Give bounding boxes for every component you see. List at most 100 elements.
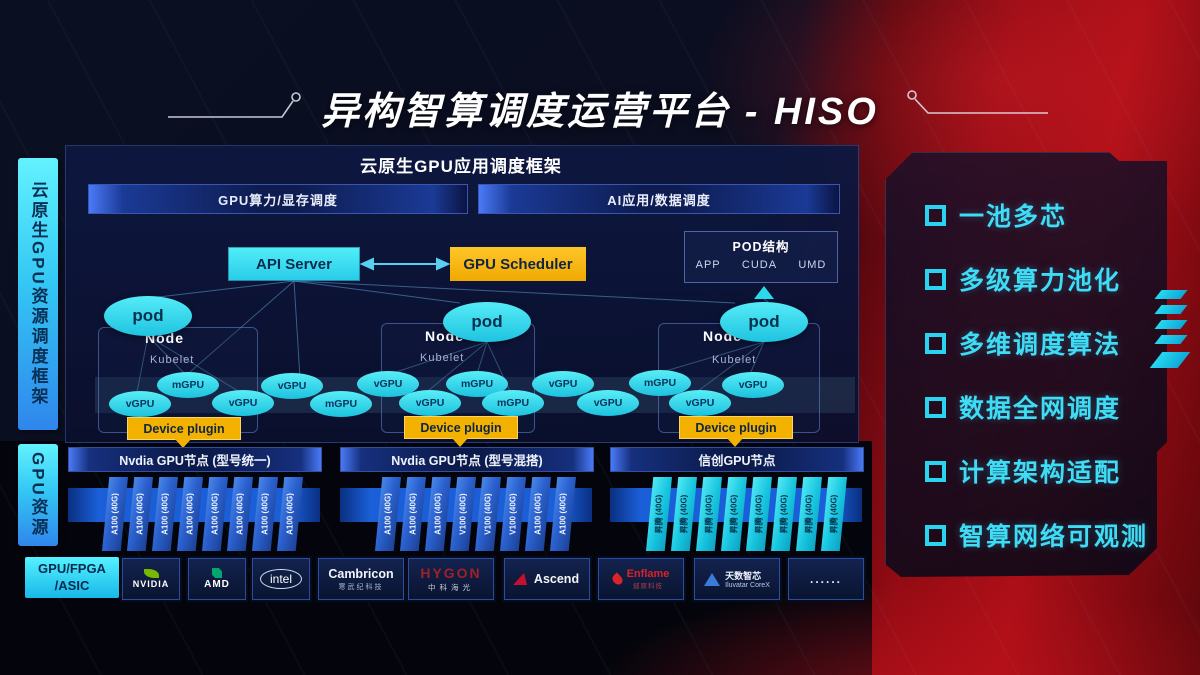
gpu-card-label: A100 (40G) [408,493,418,535]
gpu-card-label: A100 (40G) [185,493,195,535]
vendor-tile-enflame: Enflame 燧原科技 [598,558,684,600]
gpu-ellipse: vGPU [261,373,323,399]
gpu-card-label: A100 (40G) [210,493,220,535]
lead-line2: /ASIC [54,577,90,593]
ascend-logo-icon [512,573,531,585]
vendor-sublabel: 寒武纪科技 [338,583,384,591]
lead-line1: GPU/FPGA [38,561,106,577]
gpu-ellipse: vGPU [532,371,594,397]
vendor-tile-intel: intel [252,558,310,600]
gpu-card-label: V100 (40G) [483,493,493,535]
pod-1: pod [104,296,192,336]
vendor-label: Enflame [626,568,670,580]
feature-text: 一池多芯 [959,203,1068,231]
api-server-box: API Server [228,247,360,281]
iluvatar-text: 天数智芯 Iluvatar CoreX [725,569,770,589]
gpu-ellipse: vGPU [577,390,639,416]
vendor-sublabel: 中科海光 [428,583,474,592]
amd-logo-icon [212,568,222,578]
device-plugin-arrow-icon [174,438,192,448]
vendor-label: Cambricon [328,566,394,581]
vendor-tile-more: ...... [788,558,864,600]
enflame-text: Enflame 燧原科技 [627,568,670,590]
feature-item: 计算架构适配 [925,453,1121,489]
device-plugin-1: Device plugin [127,417,241,440]
gpu-ellipse: mGPU [310,391,372,417]
gpu-ellipse: vGPU [212,390,274,416]
square-bullet-icon [925,524,946,546]
gpu-ellipse: vGPU [109,391,171,417]
pod-structure-box: POD结构 APP CUDA UMD [684,231,838,283]
gpu-ellipse: vGPU [357,371,419,397]
gpu-ellipse: vGPU [722,372,784,398]
gpu-card-label: 昇腾 (40G) [804,494,814,534]
pod-layer-cuda: CUDA [741,259,778,271]
vendor-sublabel: 燧原科技 [632,583,663,590]
vendor-label: Ascend [533,572,580,586]
pod-layer-umd: UMD [798,259,827,271]
enflame-logo-icon [610,571,625,587]
gpu-card-label: A100 (40G) [110,493,120,535]
gpu-ellipse: mGPU [157,372,219,398]
vendor-tile-nvidia: NVIDIA [122,558,180,600]
vendor-tile-iluvatar: 天数智芯 Iluvatar CoreX [694,558,780,600]
feature-text: 计算架构适配 [959,459,1122,487]
gpu-card-label: A100 (40G) [558,493,568,535]
vendor-tile-ascend: Ascend [504,558,590,600]
gpu-card-label: A100 (40G) [135,493,145,535]
square-bullet-icon [925,396,946,418]
rack-header-nvidia-mixed: Nvdia GPU节点 (型号混搭) [340,447,594,472]
square-bullet-icon [925,460,946,482]
device-plugin-2: Device plugin [404,416,518,439]
vendor-label: ...... [809,572,842,586]
node-1-kubelet: Kubelet [150,354,195,366]
pod-structure-title: POD结构 [732,240,790,254]
feature-text: 智算网络可观测 [959,523,1149,551]
gpu-card-label: A100 (40G) [433,493,443,535]
iluvatar-logo-icon [704,572,721,586]
gpu-card-label: A100 (40G) [235,493,245,535]
pod-structure-layers: APP CUDA UMD [685,259,837,271]
feature-item: 智算网络可观测 [925,517,1148,553]
pod-layer-app: APP [695,259,721,271]
gpu-card-label: A100 (40G) [533,493,543,535]
gpu-ellipse: vGPU [669,390,731,416]
lane-ai-data: AI应用/数据调度 [478,184,840,214]
node-3-kubelet: Kubelet [712,354,757,366]
pod-structure-arrow-icon [754,286,774,299]
rail-gpu-resources: GPU资源 [18,444,58,546]
gpu-card-label: A100 (40G) [285,493,295,535]
feature-text: 数据全网调度 [959,395,1122,423]
gpu-card-label: A100 (40G) [160,493,170,535]
square-bullet-icon [925,204,946,226]
device-plugin-arrow-icon [451,437,469,447]
feature-item: 多级算力池化 [925,261,1121,297]
nvidia-logo-icon [143,569,159,578]
pod-3: pod [720,302,808,342]
square-bullet-icon [925,268,946,290]
gpu-scheduler-box: GPU Scheduler [450,247,586,281]
rail-scheduling-framework: 云原生GPU资源调度框架 [18,158,58,430]
feature-item: 一池多芯 [925,197,1067,233]
feature-text: 多级算力池化 [959,267,1122,295]
gpu-card-label: A100 (40G) [383,493,393,535]
vendor-label: 天数智芯 [725,571,762,581]
vendor-label: HYGON [420,565,482,581]
device-plugin-3: Device plugin [679,416,793,439]
pod-2: pod [443,302,531,342]
gpu-card-label: V100 (40G) [508,493,518,535]
gpu-ellipse: vGPU [399,390,461,416]
gpu-card-label: V100 (40G) [458,493,468,535]
lane-gpu-compute: GPU算力/显存调度 [88,184,468,214]
rack-header-nvidia-uniform: Nvdia GPU节点 (型号统一) [68,447,322,472]
gpu-card-label: 昇腾 (40G) [779,494,789,534]
vendor-sublabel: Iluvatar CoreX [725,582,770,589]
device-plugin-arrow-icon [726,437,744,447]
page-title: 异构智算调度运营平台 - HISO [321,91,879,133]
gpu-card-label: 昇腾 (40G) [679,494,689,534]
feature-item: 数据全网调度 [925,389,1121,425]
gpu-card-label: 昇腾 (40G) [654,494,664,534]
gpu-ellipse: mGPU [446,371,508,397]
rack-header-xinchuang: 信创GPU节点 [610,447,864,472]
